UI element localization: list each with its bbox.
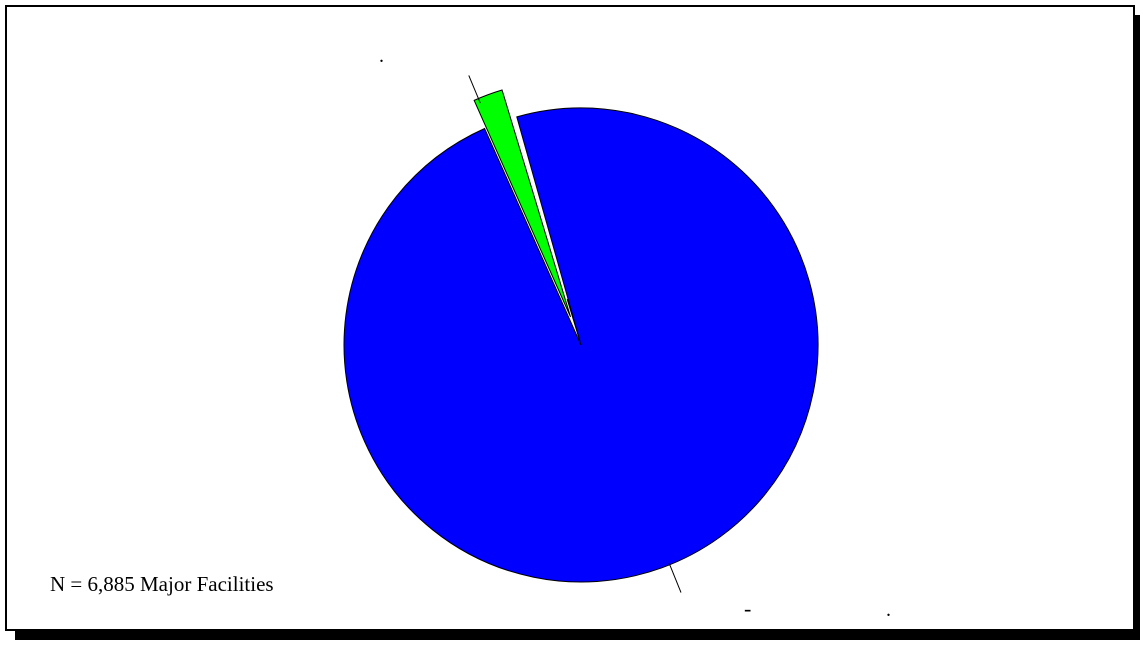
leader-lines (468, 75, 682, 593)
leader-line-bottom (668, 562, 682, 593)
label-dot-bottom: . (886, 599, 891, 621)
pie-slice-0 (343, 107, 819, 583)
leader-line-top (468, 75, 481, 104)
label-dash-bottom: - (744, 596, 751, 621)
pie-slice-1 (473, 89, 572, 318)
label-dot-top: . (379, 45, 384, 67)
n-label: N = 6,885 Major Facilities (50, 572, 274, 596)
pie-slices (343, 89, 819, 583)
